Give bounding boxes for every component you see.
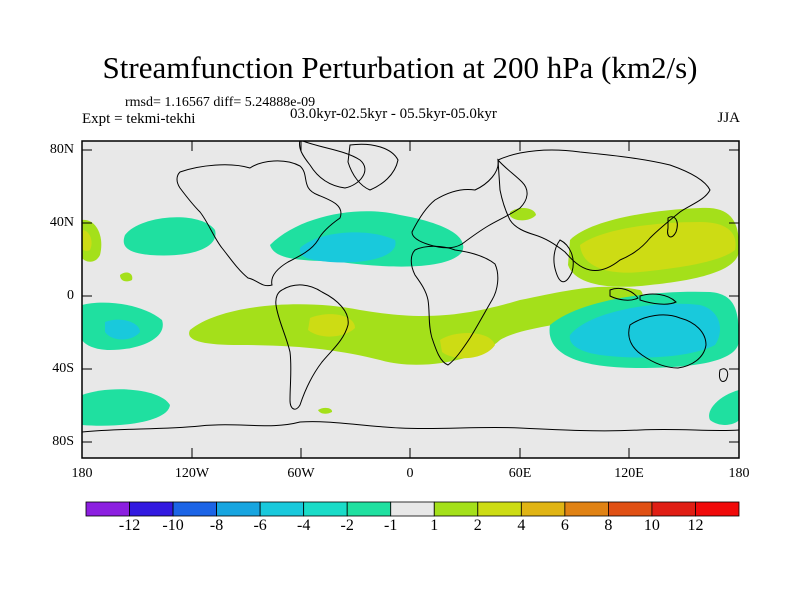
axis-ticks [82,141,739,458]
coastlines [82,141,739,433]
lon-label-120e: 120E [614,466,644,481]
colorbar-swatch [259,501,305,517]
lat-label-80n: 80N [49,142,74,157]
contour-negative-australia-core [569,303,720,358]
lon-label-60w: 60W [287,466,315,481]
contour-positive-equatorial-core [308,314,355,337]
experiment-label: Expt = tekmi-tekhi [82,111,196,127]
season-label: JJA [717,110,740,126]
coast-africa [410,245,499,366]
colorbar-swatch [477,501,522,517]
lat-label-0: 0 [67,288,74,303]
colorbar-swatch [390,501,435,517]
colorbar-label: -2 [340,517,354,534]
coast-greenland [347,143,399,191]
lat-label-80s: 80S [52,434,74,449]
contour-negative-southern [82,389,170,426]
colorbar-swatch [564,501,609,517]
colorbar-label: 8 [604,517,613,534]
contour-negative-npacific [123,217,216,256]
colorbar-swatch [608,501,653,517]
coast-antarctica [82,421,739,433]
colorbar-label: -10 [162,517,184,534]
lon-label-180e: 180 [728,466,750,481]
colorbar-swatch [651,501,696,517]
contour-positive-equatorial [189,286,643,365]
colorbar-swatch [172,501,217,517]
lat-label-40s: 40S [52,361,74,376]
colorbar-swatch [85,501,130,517]
period-label: 03.0kyr-02.5kyr - 05.5kyr-05.0kyr [290,106,497,122]
lat-label-40n: 40N [49,215,74,230]
colorbar-label: 1 [430,517,439,534]
colorbar-label: -1 [384,517,398,534]
colorbar-label: -6 [253,517,267,534]
colorbar-label: 6 [560,517,569,534]
colorbar-label: -8 [209,517,224,534]
lon-label-0: 0 [406,466,414,481]
contour-fields [82,207,739,426]
colorbar-label: 10 [643,517,660,534]
coast-north-america [176,160,342,287]
lon-label-60e: 60E [508,466,532,481]
stats-label: rmsd= 1.16567 diff= 5.24888e-09 [125,95,316,110]
colorbar-label: 12 [687,517,704,534]
colorbar-swatch [520,501,566,517]
colorbar-label: 4 [517,517,526,534]
colorbar-swatch [433,501,479,517]
colorbar [85,501,740,517]
colorbar-swatch [129,501,174,517]
colorbar-label: 2 [473,517,482,534]
lon-label-180w: 180 [71,466,93,481]
colorbar-label: -12 [118,517,141,534]
colorbar-swatch [216,501,261,517]
coast-south-america [275,284,349,410]
coast-australia [628,314,707,369]
contour-positive-wpacific-core [580,222,736,273]
colorbar-swatch [346,501,392,517]
coast-asia [497,149,711,271]
colorbar-swatch [303,501,348,517]
plot-title: Streamfunction Perturbation at 200 hPa (… [102,50,698,85]
contour-positive-west-edge [82,219,102,262]
contour-negative-natlantic-core [299,232,396,263]
lon-label-120w: 120W [174,466,210,481]
colorbar-swatch [695,501,740,517]
colorbar-label: -4 [296,517,311,534]
